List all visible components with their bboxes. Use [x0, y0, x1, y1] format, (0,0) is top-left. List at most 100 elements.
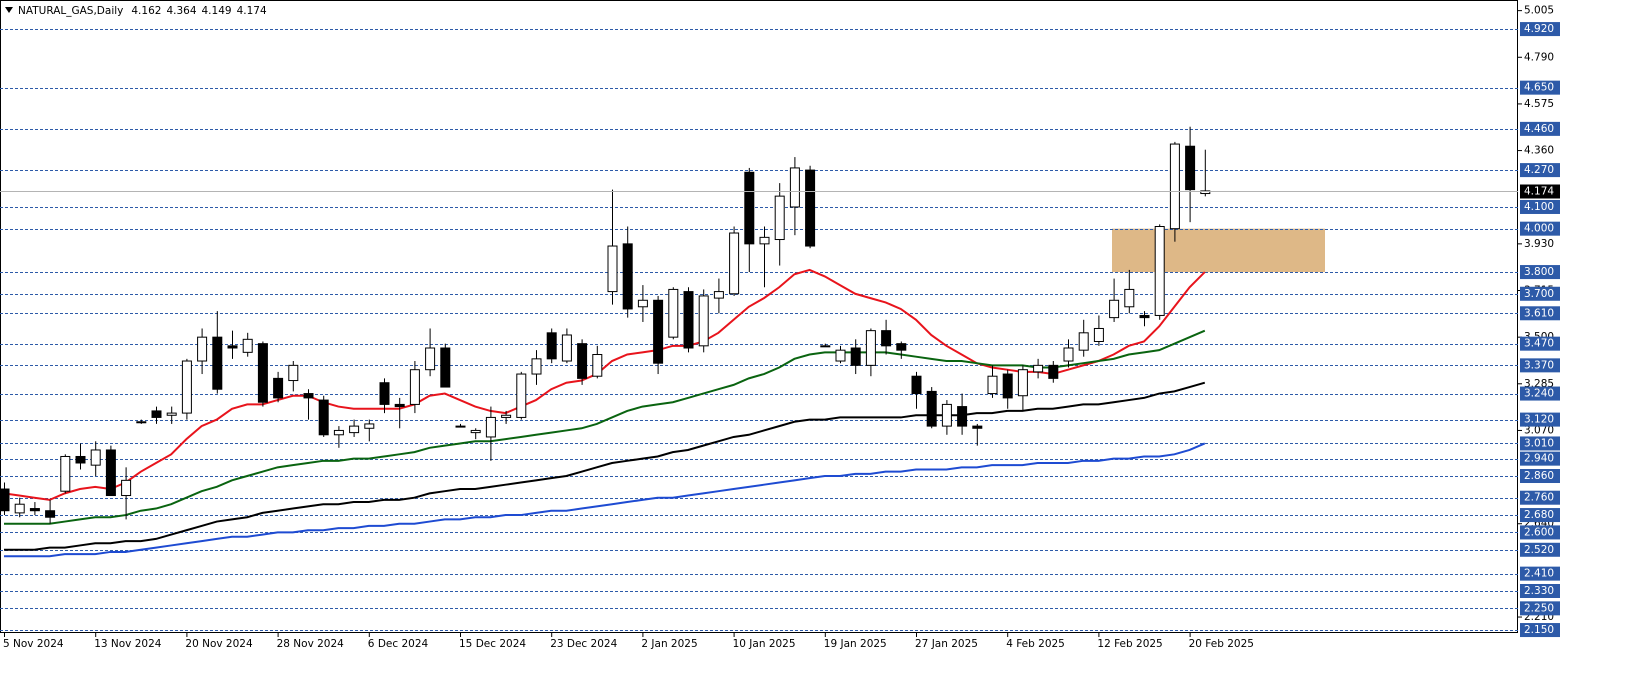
- current-price-label: 4.174: [1524, 186, 1554, 198]
- candle-body: [577, 343, 588, 379]
- x-tick-label: 27 Jan 2025: [915, 638, 978, 650]
- candle-body: [1063, 347, 1074, 362]
- candle-body: [1139, 314, 1150, 319]
- level-label-box: [1520, 265, 1560, 280]
- level-label-box: [1520, 22, 1560, 37]
- level-label: 2.860: [1524, 470, 1554, 482]
- candle-body: [14, 503, 25, 514]
- level-label: 2.600: [1524, 526, 1554, 538]
- header-high: 4.364: [166, 5, 196, 17]
- candle-body: [941, 403, 952, 427]
- candle-body: [789, 167, 800, 208]
- level-label-box: [1520, 80, 1560, 95]
- candle-body: [820, 345, 831, 348]
- moving-average: [4, 329, 1206, 525]
- level-label: 4.920: [1524, 23, 1554, 35]
- candle-body: [987, 375, 998, 395]
- moving-average: [3, 268, 1206, 501]
- candle-body: [136, 421, 147, 424]
- level-label: 3.120: [1524, 414, 1554, 426]
- candle-body: [288, 364, 299, 382]
- x-tick-label: 15 Dec 2024: [459, 638, 526, 650]
- candle-body: [850, 347, 861, 366]
- candle-body: [1093, 327, 1104, 342]
- candle-body: [607, 245, 618, 293]
- x-tick-label: 19 Jan 2025: [824, 638, 887, 650]
- x-tick-label: 4 Feb 2025: [1006, 638, 1065, 650]
- level-label-box: [1520, 286, 1560, 301]
- candle-body: [668, 288, 679, 338]
- level-label-box: [1520, 358, 1560, 373]
- level-label: 2.410: [1524, 568, 1554, 580]
- level-label: 2.760: [1524, 492, 1554, 504]
- candle-body: [394, 403, 405, 408]
- candle-body: [729, 232, 740, 295]
- candle-body: [972, 425, 983, 429]
- candle-body: [865, 330, 876, 366]
- candle-body: [546, 332, 557, 360]
- candle-body: [1017, 369, 1028, 397]
- candle-body: [90, 449, 101, 466]
- level-label: 3.010: [1524, 437, 1554, 449]
- x-tick-label: 5 Nov 2024: [3, 638, 64, 650]
- level-label-box: [1520, 583, 1560, 598]
- candle-body: [318, 399, 329, 436]
- candle-body: [364, 423, 375, 429]
- level-label-box: [1520, 306, 1560, 321]
- candle-body: [303, 393, 314, 399]
- candle-body: [501, 414, 512, 418]
- level-label-box: [1520, 386, 1560, 401]
- x-tick-label: 23 Dec 2024: [550, 638, 617, 650]
- moving-average: [4, 381, 1206, 551]
- candle-body: [561, 334, 572, 362]
- level-label-box: [1520, 525, 1560, 540]
- candle-body: [926, 390, 937, 427]
- candle-body: [653, 299, 664, 364]
- candle-body: [212, 336, 223, 390]
- y-tick-label: 3.070: [1524, 424, 1554, 436]
- candle-body: [683, 291, 694, 349]
- candle-body: [1200, 190, 1211, 195]
- candle-body: [1002, 373, 1013, 399]
- candle-body: [622, 243, 633, 310]
- level-label: 2.520: [1524, 544, 1554, 556]
- level-label-box: [1520, 436, 1560, 451]
- candle-body: [698, 295, 709, 347]
- candle-body: [516, 373, 527, 418]
- candle-body: [911, 375, 922, 395]
- candle-body: [1154, 226, 1165, 316]
- candle-body: [242, 338, 253, 353]
- level-label: 3.700: [1524, 288, 1554, 300]
- candle-body: [774, 195, 785, 241]
- candle-body: [1048, 364, 1059, 379]
- candle-body: [957, 406, 968, 427]
- candle-body: [349, 425, 360, 434]
- level-label: 4.650: [1524, 82, 1554, 94]
- candle-body: [759, 236, 770, 245]
- level-label: 4.460: [1524, 123, 1554, 135]
- y-tick-label: 3.930: [1524, 238, 1554, 250]
- level-label: 3.240: [1524, 388, 1554, 400]
- candle-body: [333, 429, 344, 436]
- candle-body: [1033, 364, 1044, 373]
- price-zone: [1112, 228, 1325, 273]
- menu-arrow[interactable]: [5, 7, 13, 13]
- level-label-box: [1520, 508, 1560, 523]
- level-label-box: [1520, 469, 1560, 484]
- level-label-box: [1520, 451, 1560, 466]
- y-tick-label: 4.790: [1524, 51, 1554, 63]
- level-label-box: [1520, 199, 1560, 214]
- candle-body: [273, 377, 284, 399]
- candle-body: [440, 347, 451, 388]
- candle-body: [75, 455, 86, 464]
- symbol: NATURAL_GAS,Daily: [18, 5, 123, 17]
- header-open: 4.162: [131, 5, 161, 17]
- candle-body: [485, 416, 496, 438]
- level-label: 2.330: [1524, 585, 1554, 597]
- level-label: 3.800: [1524, 266, 1554, 278]
- x-tick-label: 2 Jan 2025: [641, 638, 697, 650]
- y-tick-label: 4.360: [1524, 145, 1554, 157]
- level-label: 3.470: [1524, 338, 1554, 350]
- candle-body: [166, 412, 177, 416]
